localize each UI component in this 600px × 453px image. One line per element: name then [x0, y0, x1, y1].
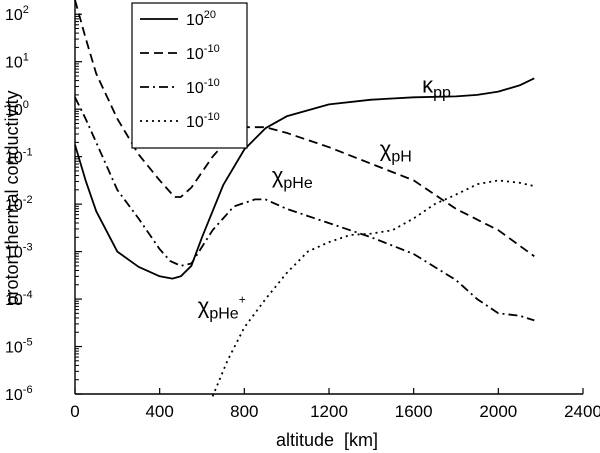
- y-tick-label: 101: [5, 52, 29, 72]
- x-tick-label: 400: [145, 402, 173, 421]
- y-tick-label: 10-6: [5, 384, 33, 404]
- y-tick-label: 10-1: [5, 147, 33, 167]
- y-tick-label: 10-4: [5, 289, 33, 309]
- legend-entry-label: 10-10: [186, 77, 220, 97]
- y-ticks: 102 101 100 10-1 10-2 10-3 10-4 10-5 10-6: [5, 4, 82, 404]
- series-label-kappa-pp: κpp: [422, 73, 451, 102]
- legend-entry-label: 10-10: [186, 111, 220, 131]
- y-tick-label: 10-5: [5, 337, 33, 357]
- x-tick-label: 2400: [564, 402, 600, 421]
- annotations: κpp χpH χpHe χpHe+: [198, 73, 451, 323]
- legend-box: [131, 2, 248, 149]
- x-ticks: 0 400 800 1200 1600 2000 2400: [70, 388, 600, 421]
- series-line-chi-pHe-plus: [211, 179, 535, 397]
- y-tick-label: 102: [5, 4, 29, 24]
- x-tick-label: 800: [230, 402, 258, 421]
- legend: 1020 10-10 10-10 10-10: [131, 2, 248, 149]
- y-tick-label: 10-2: [5, 194, 33, 214]
- x-tick-label: 1200: [310, 402, 348, 421]
- legend-entry-label: 10-10: [186, 43, 220, 63]
- x-tick-label: 1600: [395, 402, 433, 421]
- y-tick-label: 100: [5, 99, 29, 119]
- x-tick-label: 2000: [479, 402, 517, 421]
- legend-entry-label: 1020: [186, 9, 216, 29]
- x-tick-label: 0: [70, 402, 79, 421]
- y-axis-label: proton thermal conductivity: [2, 90, 22, 305]
- y-tick-label: 10-3: [5, 242, 33, 262]
- series-label-chi-pHe-plus: χpHe+: [198, 292, 246, 322]
- series-line-chi-pHe: [74, 96, 535, 322]
- series-line-kappa-pp: [74, 77, 535, 280]
- series-label-chi-pH: χpH: [380, 137, 412, 166]
- series-label-chi-pHe: χpHe: [272, 163, 313, 192]
- x-axis-label: altitude [km]: [276, 430, 378, 450]
